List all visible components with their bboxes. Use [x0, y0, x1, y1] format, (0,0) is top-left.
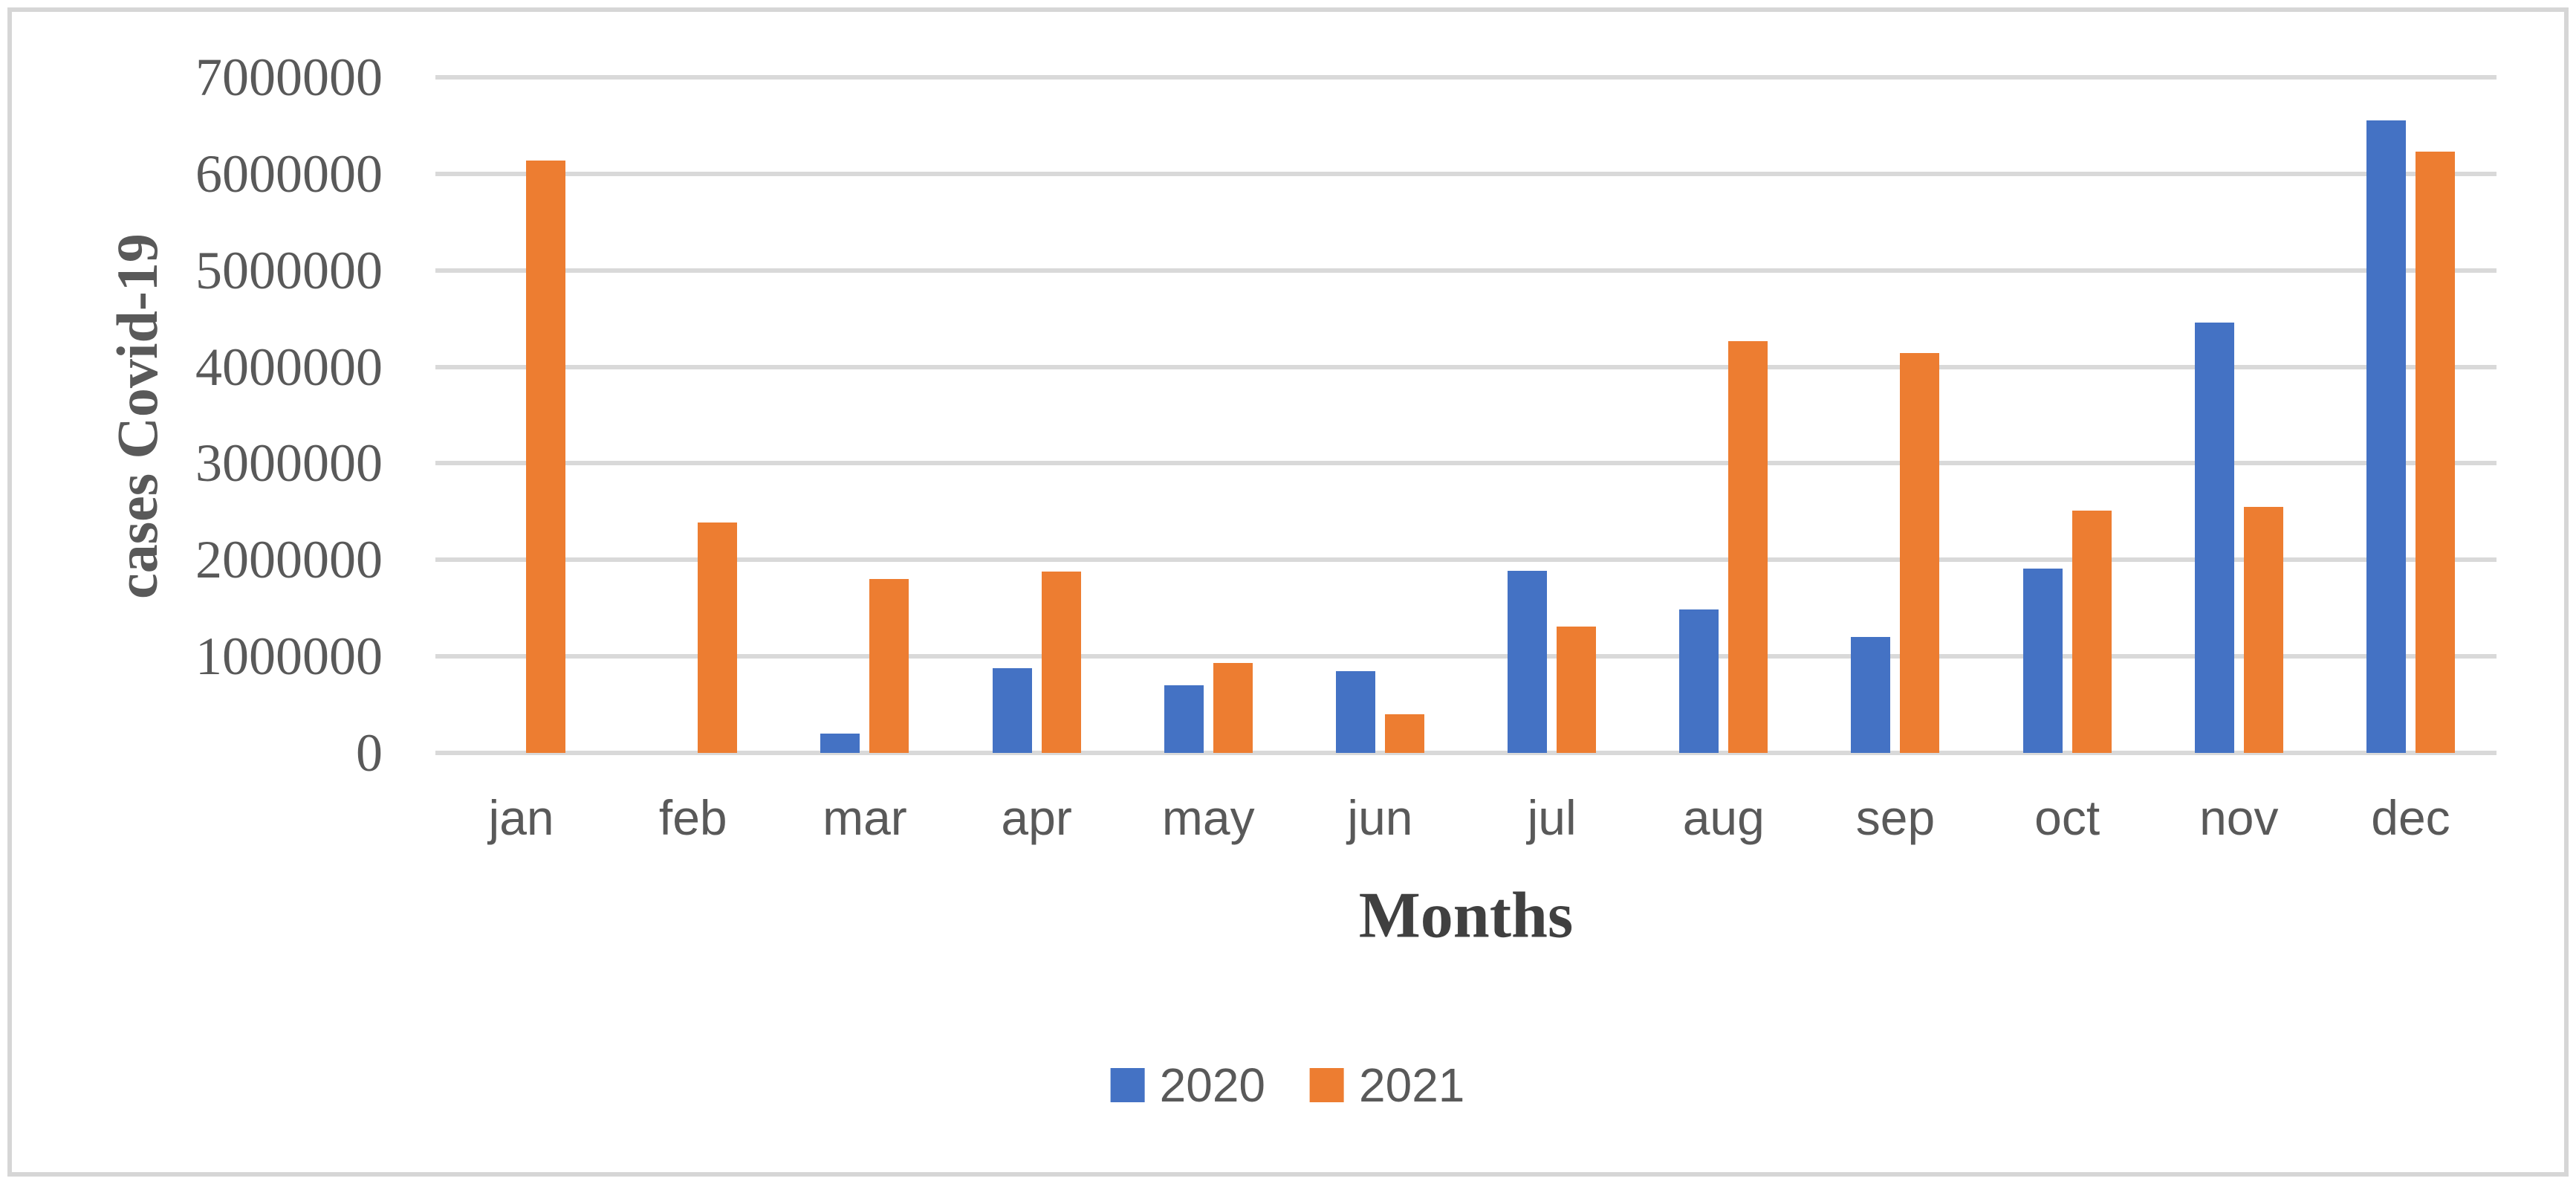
y-axis-tick-label: 5000000 — [195, 240, 383, 300]
category-group-sep — [1809, 77, 1981, 753]
bar-2021-jan — [526, 160, 566, 753]
y-axis-tick-label: 4000000 — [195, 337, 383, 397]
bar-series-container — [435, 77, 2496, 753]
legend-swatch-2020 — [1110, 1068, 1145, 1102]
bar-2021-mar — [869, 579, 909, 753]
category-group-apr — [951, 77, 1123, 753]
legend: 2020 2021 — [1110, 1058, 1464, 1113]
bar-2021-jun — [1384, 714, 1424, 753]
category-group-jul — [1466, 77, 1638, 753]
category-group-aug — [1638, 77, 1809, 753]
gridline — [435, 364, 2496, 369]
legend-swatch-2021 — [1310, 1068, 1344, 1102]
chart-border — [7, 7, 2569, 1177]
y-axis-tick-label: 7000000 — [195, 48, 383, 107]
x-axis-tick-label-sep: sep — [1855, 790, 1936, 845]
x-axis-tick-labels: jan feb mar apr may jun jul aug sep oct nov dec — [435, 789, 2496, 846]
bar-2021-jul — [1557, 626, 1597, 753]
category-group-nov — [2153, 77, 2325, 753]
y-axis-tick-label: 2000000 — [195, 530, 383, 590]
y-axis-tick-label: 0 — [356, 723, 383, 783]
x-axis-tick-label-oct: oct — [2034, 790, 2100, 845]
bar-2020-sep — [1851, 637, 1891, 753]
bar-2020-jun — [1335, 670, 1375, 753]
bar-2021-dec — [2415, 152, 2455, 753]
category-group-jun — [1294, 77, 1466, 753]
gridline — [435, 171, 2496, 176]
legend-item-2021: 2021 — [1310, 1058, 1464, 1113]
bar-2020-apr — [992, 667, 1032, 753]
bar-2020-may — [1164, 685, 1204, 753]
x-axis-tick-label-aug: aug — [1682, 790, 1765, 845]
x-axis-tick-label-jul: jul — [1527, 790, 1577, 845]
bar-2020-jul — [1508, 570, 1548, 753]
gridline — [435, 461, 2496, 466]
x-axis-tick-label-feb: feb — [658, 790, 727, 845]
legend-item-2020: 2020 — [1110, 1058, 1265, 1113]
bar-2021-apr — [1041, 571, 1081, 753]
bar-2021-may — [1213, 663, 1253, 753]
y-axis-tick-labels: 0 1000000 2000000 3000000 4000000 5000000 6000… — [0, 51, 383, 780]
category-group-mar — [779, 77, 950, 753]
category-group-may — [1123, 77, 1294, 753]
gridline — [435, 654, 2496, 659]
category-group-dec — [2325, 77, 2496, 753]
y-axis-tick-label: 3000000 — [195, 433, 383, 494]
bar-2021-feb — [698, 522, 738, 753]
category-group-jan — [435, 77, 607, 753]
bar-2020-aug — [1679, 609, 1719, 753]
y-axis-tick-label: 6000000 — [195, 143, 383, 204]
gridline — [435, 268, 2496, 273]
category-group-feb — [607, 77, 779, 753]
x-axis-tick-label-jun: jun — [1347, 790, 1413, 845]
bar-2020-mar — [820, 734, 860, 753]
legend-label-2020: 2020 — [1159, 1058, 1265, 1112]
x-axis-tick-label-dec: dec — [2371, 790, 2450, 845]
gridline — [435, 557, 2496, 563]
gridline — [435, 75, 2496, 80]
bar-2021-oct — [2071, 511, 2112, 753]
bar-2020-nov — [2194, 322, 2234, 753]
x-axis-tick-label-jan: jan — [488, 790, 554, 845]
bar-2021-nov — [2243, 506, 2283, 753]
y-axis-tick-label: 1000000 — [195, 627, 383, 687]
legend-label-2021: 2021 — [1359, 1058, 1465, 1112]
bar-2020-oct — [2022, 568, 2063, 753]
bar-2021-aug — [1728, 340, 1768, 753]
plot-area — [435, 75, 2496, 755]
x-axis-tick-label-apr: apr — [1001, 790, 1072, 845]
x-axis-tick-label-may: may — [1161, 790, 1255, 845]
x-axis-tick-label-mar: mar — [823, 790, 907, 845]
bar-2020-dec — [2366, 120, 2406, 753]
category-group-oct — [1982, 77, 2153, 753]
x-axis-line — [435, 751, 2496, 755]
x-axis-tick-label-nov: nov — [2199, 790, 2279, 845]
bar-2021-sep — [1900, 353, 1940, 753]
x-axis-title: Months — [1358, 879, 1574, 952]
